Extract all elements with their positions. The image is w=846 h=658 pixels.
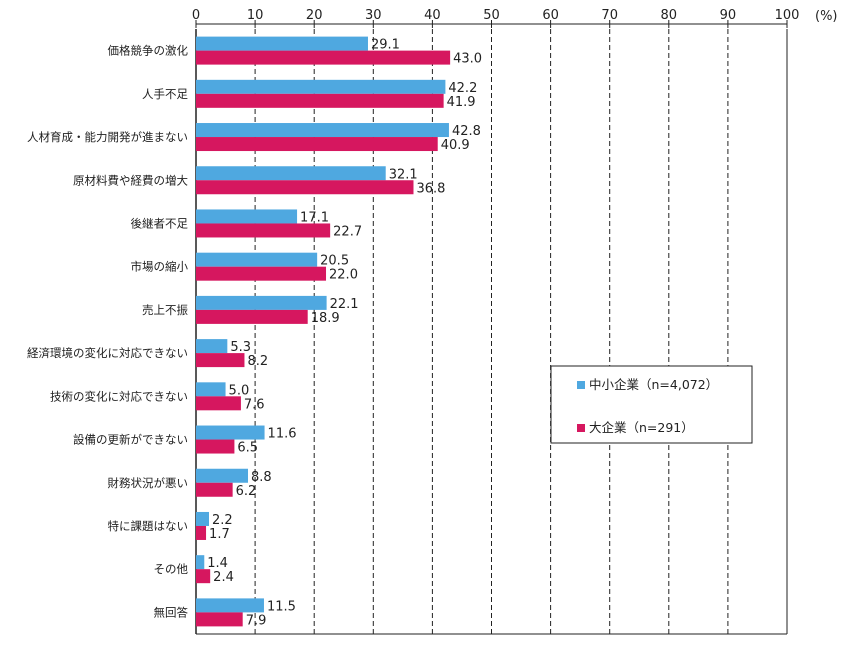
bar-large: [196, 612, 243, 627]
data-label: 6.2: [236, 484, 257, 499]
x-tick-label: 30: [365, 8, 382, 23]
bar-large: [196, 50, 451, 65]
category-label: 財務状況が悪い: [108, 476, 189, 490]
x-tick-label: 40: [424, 8, 441, 23]
data-label: 32.1: [389, 167, 418, 182]
category-label: 特に課題はない: [108, 519, 189, 533]
x-tick-label: 10: [247, 8, 264, 23]
x-tick-label: 20: [306, 8, 323, 23]
data-label: 17.1: [300, 210, 329, 225]
bar-sme: [196, 79, 446, 94]
category-label: 価格競争の激化: [108, 44, 189, 58]
legend-swatch-sme: [577, 381, 585, 389]
bar-large: [196, 93, 444, 108]
category-label: 経済環境の変化に対応できない: [27, 346, 188, 360]
data-label: 11.6: [268, 427, 297, 442]
data-label: 29.1: [371, 38, 400, 53]
data-label: 8.2: [247, 354, 268, 369]
data-label: 42.8: [452, 124, 481, 139]
x-axis: 0 10 20 30 40 50 60 70 80 90 100: [192, 8, 800, 28]
x-tick-label: 100: [775, 8, 800, 23]
legend-swatch-large: [577, 424, 585, 432]
category-label: その他: [154, 562, 189, 576]
bar-large: [196, 353, 245, 368]
bar-sme: [196, 598, 264, 613]
data-label: 7.6: [244, 397, 265, 412]
x-tick-label: 60: [542, 8, 559, 23]
bar-large: [196, 569, 211, 584]
bar-sme: [196, 555, 205, 570]
x-tick-label: 90: [720, 8, 737, 23]
legend: 中小企業（n=4,072） 大企業（n=291）: [550, 365, 753, 444]
data-label: 1.4: [207, 556, 228, 571]
bar-large: [196, 482, 233, 497]
legend-label-sme: 中小企業（n=4,072）: [589, 377, 718, 392]
data-label: 36.8: [416, 181, 445, 196]
gridlines: [195, 29, 788, 635]
category-label: 設備の更新ができない: [73, 433, 188, 447]
data-label: 40.9: [441, 138, 470, 153]
bar-sme: [196, 252, 318, 267]
data-label: 8.8: [251, 470, 272, 485]
category-label: 原材料費や経費の増大: [73, 173, 188, 187]
bar-large: [196, 180, 414, 195]
data-label: 7.9: [246, 613, 267, 628]
unit-label: (%): [815, 9, 838, 24]
category-label: 技術の変化に対応できない: [50, 389, 188, 403]
bar-large: [196, 223, 331, 238]
category-label: 人材育成・能力開発が進まない: [27, 130, 188, 144]
category-label: 人手不足: [142, 87, 188, 101]
bar-sme: [196, 468, 249, 483]
bar-sme: [196, 123, 449, 138]
bar-large: [196, 309, 308, 324]
x-tick-label: 50: [483, 8, 500, 23]
data-label: 22.1: [330, 297, 359, 312]
bar-sme: [196, 36, 368, 51]
data-label: 20.5: [320, 254, 349, 269]
category-label: 無回答: [154, 605, 189, 619]
data-label: 5.3: [230, 340, 251, 355]
data-label: 22.0: [329, 268, 358, 283]
category-label: 市場の縮小: [131, 260, 189, 274]
bar-sme: [196, 382, 226, 397]
bar-large: [196, 137, 438, 152]
data-label: 41.9: [447, 95, 476, 110]
bar-large: [196, 266, 327, 281]
bar-sme: [196, 511, 210, 526]
bar-sme: [196, 339, 228, 354]
data-label: 43.0: [453, 52, 482, 67]
bar-large: [196, 396, 241, 411]
bar-large: [196, 439, 235, 454]
category-label: 売上不振: [142, 303, 188, 317]
bar-sme: [196, 295, 327, 310]
legend-label-large: 大企業（n=291）: [589, 420, 694, 435]
x-tick-label: 80: [661, 8, 678, 23]
data-label: 2.2: [212, 513, 233, 528]
bar-sme: [196, 425, 265, 440]
data-label: 6.5: [237, 441, 258, 456]
data-label: 11.5: [267, 599, 296, 614]
category-labels: 価格競争の激化人手不足人材育成・能力開発が進まない原材料費や経費の増大後継者不足…: [27, 44, 188, 620]
x-tick-label: 0: [192, 8, 200, 23]
data-label: 2.4: [213, 570, 234, 585]
data-label: 42.2: [448, 81, 477, 96]
bars: 29.1 43.0 42.241.9 42.840.9 32.136.8 17.1 22.7…: [196, 36, 482, 628]
data-label: 1.7: [209, 527, 230, 542]
data-label: 5.0: [229, 383, 250, 398]
bar-sme: [196, 166, 386, 181]
category-label: 後継者不足: [131, 216, 189, 230]
x-tick-label: 70: [601, 8, 618, 23]
data-label: 18.9: [311, 311, 340, 326]
bar-large: [196, 525, 207, 540]
data-label: 22.7: [333, 224, 362, 239]
bar-sme: [196, 209, 298, 224]
